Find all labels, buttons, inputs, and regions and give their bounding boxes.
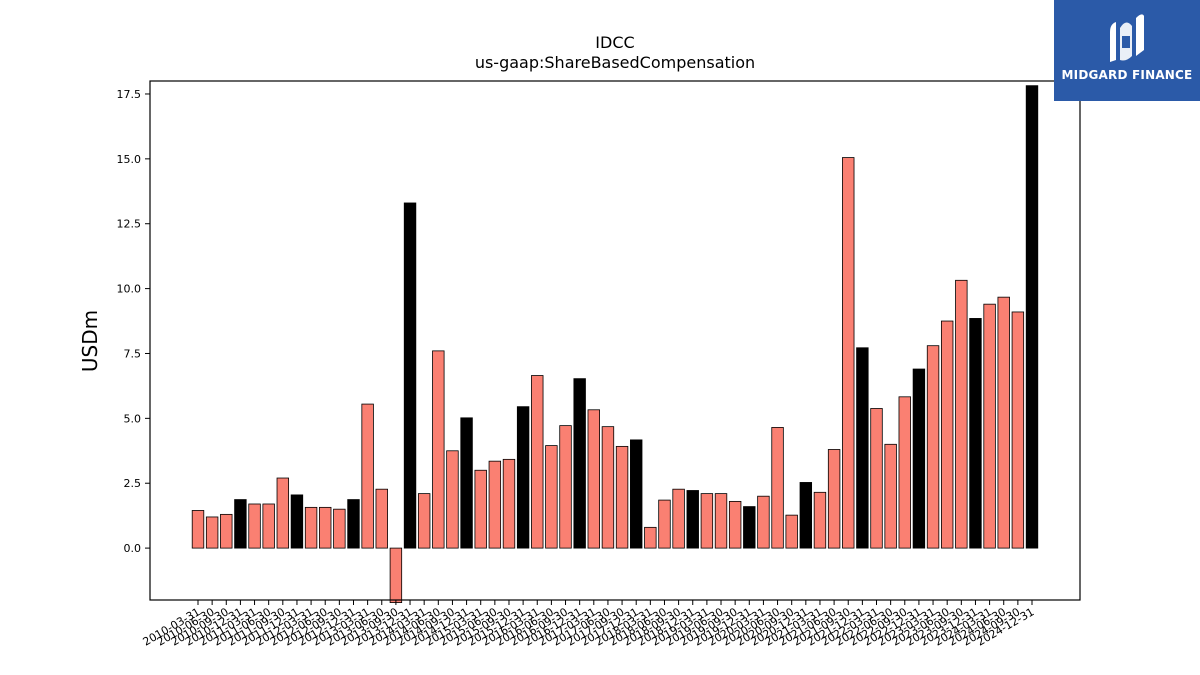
bar-2016-09-30 bbox=[559, 425, 572, 549]
bar-2010-12-31 bbox=[234, 499, 247, 549]
bar-2014-12-31 bbox=[460, 417, 473, 549]
bar-2010-06-30 bbox=[205, 516, 219, 549]
bar-2015-12-31 bbox=[516, 406, 530, 549]
y-tick-label: 15.0 bbox=[117, 153, 142, 166]
bar-2015-03-31 bbox=[474, 469, 487, 549]
bar-2021-12-31 bbox=[856, 347, 869, 549]
bar-2022-12-31 bbox=[912, 368, 926, 549]
y-tick-label: 2.5 bbox=[124, 477, 142, 490]
y-tick-label: 17.5 bbox=[117, 88, 142, 101]
bar-2016-03-31 bbox=[531, 375, 544, 549]
bar-2021-06-30 bbox=[827, 449, 841, 549]
bar-2012-03-31 bbox=[304, 506, 318, 549]
bar-2012-06-30 bbox=[319, 506, 332, 549]
bar-2015-06-30 bbox=[488, 460, 502, 549]
bar-2014-09-30 bbox=[446, 450, 459, 549]
bar-2020-12-31 bbox=[799, 482, 813, 549]
bar-2019-03-31 bbox=[700, 493, 714, 549]
bar-2024-09-30 bbox=[1011, 311, 1025, 549]
bar-2019-06-30 bbox=[714, 493, 728, 549]
bar-2020-03-31 bbox=[757, 495, 770, 549]
bar-2013-03-31 bbox=[361, 403, 374, 549]
bar-2014-03-31 bbox=[417, 493, 431, 549]
bar-2018-06-30 bbox=[658, 499, 671, 549]
bar-2023-06-30 bbox=[940, 320, 954, 549]
bar-2024-12-31 bbox=[1025, 85, 1039, 549]
bar-2023-03-31 bbox=[926, 345, 940, 549]
bar-2014-06-30 bbox=[432, 350, 445, 549]
bar-2011-09-30 bbox=[276, 477, 290, 549]
y-tick-label: 0.0 bbox=[124, 542, 142, 555]
chart-title: IDCC bbox=[595, 33, 634, 52]
bar-2021-09-30 bbox=[842, 157, 855, 549]
midgard-logo-icon bbox=[1110, 14, 1144, 62]
bar-2017-06-30 bbox=[601, 426, 615, 549]
bar-2019-12-31 bbox=[743, 506, 756, 549]
bar-2023-12-31 bbox=[969, 318, 982, 549]
bar-2022-09-30 bbox=[898, 396, 911, 549]
bar-2017-03-31 bbox=[587, 409, 600, 549]
bar-2010-03-31 bbox=[191, 510, 205, 549]
bar-2017-09-30 bbox=[615, 445, 629, 549]
y-axis: 0.0 2.5 5.0 7.5 10.0 12.5 15.0 17.5 bbox=[117, 88, 150, 555]
bar-2016-12-31 bbox=[573, 378, 586, 549]
bar-2011-06-30 bbox=[262, 503, 275, 549]
bars-group bbox=[191, 85, 1039, 603]
bar-2024-06-30 bbox=[997, 296, 1010, 549]
bar-2011-12-31 bbox=[290, 494, 304, 549]
bar-2013-12-31 bbox=[403, 202, 417, 549]
bar-2022-03-31 bbox=[870, 408, 883, 549]
bar-2011-03-31 bbox=[248, 503, 261, 549]
bar-2018-09-30 bbox=[672, 488, 685, 549]
chart-subtitle: us-gaap:ShareBasedCompensation bbox=[475, 53, 755, 72]
bar-2013-06-30 bbox=[375, 488, 388, 549]
bar-2013-09-30 bbox=[389, 547, 403, 603]
bar-2023-09-30 bbox=[955, 279, 968, 549]
bar-2018-12-31 bbox=[686, 490, 699, 549]
y-tick-label: 12.5 bbox=[117, 218, 142, 231]
bar-2015-09-30 bbox=[502, 458, 516, 549]
midgard-finance-logo: MIDGARD FINANCE bbox=[1054, 0, 1200, 101]
bar-2012-09-30 bbox=[333, 508, 346, 549]
bar-2017-12-31 bbox=[630, 439, 643, 549]
y-tick-label: 5.0 bbox=[124, 412, 142, 425]
bar-2010-09-30 bbox=[220, 513, 233, 549]
bar-2020-09-30 bbox=[785, 514, 798, 549]
bar-2018-03-31 bbox=[644, 526, 657, 549]
bar-2022-06-30 bbox=[884, 443, 897, 549]
bar-2016-06-30 bbox=[545, 445, 558, 549]
logo-text: MIDGARD FINANCE bbox=[1061, 68, 1193, 82]
y-tick-label: 7.5 bbox=[124, 347, 142, 360]
y-tick-label: 10.0 bbox=[117, 283, 142, 296]
bar-2021-03-31 bbox=[813, 491, 827, 549]
bar-2020-06-30 bbox=[771, 427, 784, 549]
x-axis: 2010-03-312010-06-302010-09-302010-12-31… bbox=[141, 600, 1037, 649]
bar-2012-12-31 bbox=[347, 499, 360, 549]
y-axis-label: USDm bbox=[78, 310, 102, 372]
bar-2024-03-31 bbox=[983, 303, 996, 549]
bar-2019-09-30 bbox=[728, 500, 742, 549]
plot-frame bbox=[149, 80, 1081, 601]
